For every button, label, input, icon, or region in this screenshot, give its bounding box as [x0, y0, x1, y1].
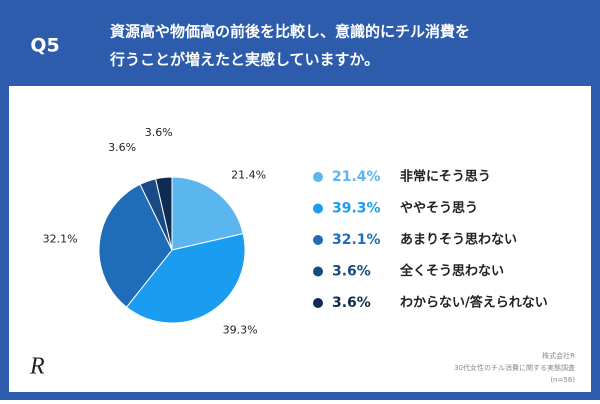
legend-marker — [313, 235, 323, 245]
logo: R — [29, 354, 45, 380]
data-label: 21.4% — [231, 169, 266, 182]
legend-label: あまりそう思わない — [400, 233, 517, 248]
pie-slice — [125, 233, 246, 324]
legend-value: 21.4% — [332, 169, 381, 185]
pie-slice — [155, 176, 173, 251]
legend-marker — [313, 298, 323, 308]
legend-value: 3.6% — [332, 264, 371, 280]
title-line: 資源高や物価高の前後を比較し、意識的にチル消費を — [110, 23, 470, 41]
data-label: 3.6% — [145, 126, 173, 139]
data-label: 32.1% — [43, 233, 78, 246]
legend-marker — [313, 172, 323, 182]
data-label: 3.6% — [108, 141, 136, 154]
legend-value: 32.1% — [332, 232, 381, 248]
legend-marker — [313, 266, 323, 277]
legend-label: 非常にそう思う — [400, 169, 491, 185]
legend-value: 3.6% — [332, 295, 371, 311]
legend-marker — [313, 203, 323, 214]
pie-slice — [171, 176, 244, 251]
question-number: Q5 — [30, 35, 59, 57]
source: 株式会社R — [542, 351, 575, 360]
data-label: 39.3% — [223, 323, 258, 336]
source: (n=56) — [550, 376, 575, 384]
source: 30代女性のチル消費に関する実態調査 — [454, 363, 575, 372]
title-line: 行うことが増えたと実感していますか。 — [109, 51, 379, 69]
pie-slice — [98, 183, 173, 308]
legend-label: ややそう思う — [400, 201, 478, 216]
legend-label: わからない/答えられない — [400, 295, 548, 311]
legend-value: 39.3% — [332, 201, 381, 217]
legend-label: 全くそう思わない — [399, 263, 504, 279]
